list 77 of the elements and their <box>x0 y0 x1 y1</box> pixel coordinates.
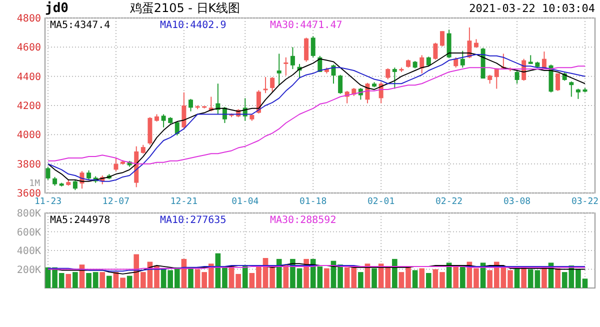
x-tick-label: 11-23 <box>34 197 62 207</box>
x-tick-label: 12-07 <box>102 197 130 207</box>
x-tick-label: 02-22 <box>436 197 463 207</box>
bar <box>521 267 526 288</box>
y-tick-label: 800K <box>16 208 41 220</box>
x-tick-label: 01-18 <box>300 197 327 207</box>
text: 1M <box>29 179 41 189</box>
candlestick <box>514 70 520 84</box>
candlestick <box>290 46 295 70</box>
candlestick <box>569 80 574 98</box>
y-tick-label: 3800 <box>16 159 41 170</box>
bar <box>460 266 466 288</box>
text: jd0 <box>45 1 69 16</box>
text: MA30:4471.47 <box>270 20 342 31</box>
text: MA5:244978 <box>50 215 110 226</box>
candlestick <box>182 92 186 130</box>
candlestick <box>440 30 444 47</box>
bar <box>324 268 330 288</box>
candlestick <box>467 26 472 59</box>
candlestick <box>270 76 275 92</box>
x-tick-label: 03-08 <box>503 197 531 207</box>
bar <box>106 276 112 288</box>
candlestick <box>454 56 458 68</box>
candlestick <box>174 121 180 136</box>
x-tick-label: 12-21 <box>170 197 198 207</box>
candlestick <box>86 170 92 180</box>
y-tick-label: 4800 <box>16 14 41 24</box>
candlestick <box>433 42 438 60</box>
candlestick <box>310 36 316 58</box>
candlestick <box>392 67 397 90</box>
text: MA5:4347.4 <box>50 20 110 31</box>
bar <box>72 272 78 288</box>
candlestick <box>161 114 166 128</box>
bar <box>372 268 377 288</box>
text: 2021-03-22 10:03:04 <box>469 2 596 15</box>
bar <box>555 268 560 288</box>
candlestick <box>284 56 288 76</box>
candlestick <box>460 50 465 68</box>
bar <box>276 258 282 288</box>
y-tick-label: 400K <box>16 246 41 257</box>
bar <box>426 273 432 288</box>
bar <box>126 276 132 288</box>
text: MA10:4402.9 <box>160 20 226 31</box>
candlestick <box>304 37 309 62</box>
bar <box>412 270 418 288</box>
y-tick-label: 4600 <box>16 42 41 54</box>
candlestick <box>46 166 50 180</box>
bar <box>358 272 364 288</box>
text: MA30:288592 <box>270 215 336 226</box>
x-tick-label: 01-04 <box>232 197 259 207</box>
candlestick <box>114 158 118 172</box>
bar <box>66 274 72 288</box>
candlestick <box>263 76 268 94</box>
candlestick <box>72 179 78 191</box>
y-tick-label: 4000 <box>16 130 41 142</box>
candlestick <box>420 54 424 74</box>
candlestick <box>556 72 560 92</box>
y-tick-label: 4200 <box>16 101 41 112</box>
bar <box>392 258 398 288</box>
bar <box>514 268 520 288</box>
x-tick-label: 03-22 <box>571 197 599 207</box>
candlestick <box>188 98 193 112</box>
candlestick <box>386 68 390 80</box>
text: MA10:277635 <box>160 215 226 226</box>
candlestick <box>276 53 282 86</box>
y-tick-label: 600K <box>16 227 41 238</box>
bar <box>453 266 458 288</box>
y-tick-label: 200K <box>16 264 41 276</box>
bar <box>242 266 248 288</box>
bar <box>100 272 106 288</box>
y-tick-label: 4400 <box>16 72 41 83</box>
bar <box>188 267 194 288</box>
x-tick-label: 02-01 <box>368 197 395 207</box>
chart-title: 鸡蛋2105 - 日K线图 <box>128 1 240 15</box>
candlestick <box>576 88 580 100</box>
bar <box>419 268 425 288</box>
candlestick <box>338 74 343 94</box>
